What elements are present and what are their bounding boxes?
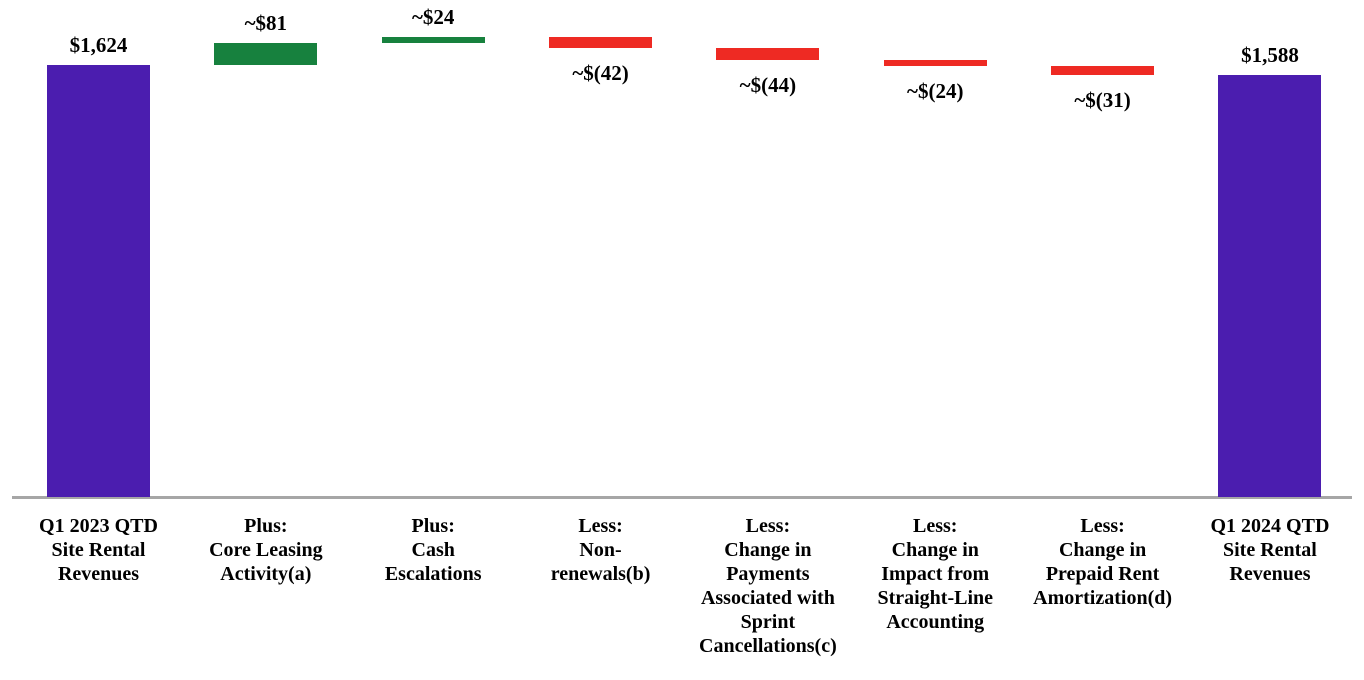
waterfall-bar-increase-2 <box>381 37 485 44</box>
category-label: Less: Change in Payments Associated with… <box>699 515 837 657</box>
category-label: Plus: Core Leasing Activity(a) <box>209 515 323 585</box>
bar-value-label: ~$(24) <box>907 79 964 104</box>
bar-value-label: ~$(31) <box>1074 87 1131 112</box>
x-axis-line <box>12 496 1352 499</box>
category-label: Less: Non- renewals(b) <box>550 515 651 585</box>
waterfall-bar-total-7 <box>1218 74 1322 497</box>
bar-value-label: $1,624 <box>69 33 128 57</box>
bar-value-label: $1,588 <box>1241 42 1299 67</box>
bar-value-label: ~$81 <box>244 11 288 36</box>
category-label: Q1 2023 QTD Site Rental Revenues <box>39 515 158 585</box>
category-label: Plus: Cash Escalations <box>384 515 482 585</box>
category-label: Less: Change in Impact from Straight-Lin… <box>877 515 994 633</box>
waterfall-bar-decrease-3 <box>549 37 653 49</box>
bar-value-label: ~$(44) <box>739 72 797 97</box>
waterfall-bar-total-0 <box>47 65 150 497</box>
waterfall-bar-decrease-5 <box>883 59 987 67</box>
bar-value-label: ~$(42) <box>572 61 629 86</box>
waterfall-bar-increase-1 <box>214 43 318 65</box>
bar-value-label: ~$24 <box>411 5 455 30</box>
category-label: Less: Change in Prepaid Rent Amortizatio… <box>1033 515 1173 609</box>
waterfall-bar-decrease-6 <box>1051 66 1155 75</box>
category-label: Q1 2024 QTD Site Rental Revenues <box>1210 515 1330 585</box>
waterfall-bar-decrease-4 <box>716 48 820 60</box>
